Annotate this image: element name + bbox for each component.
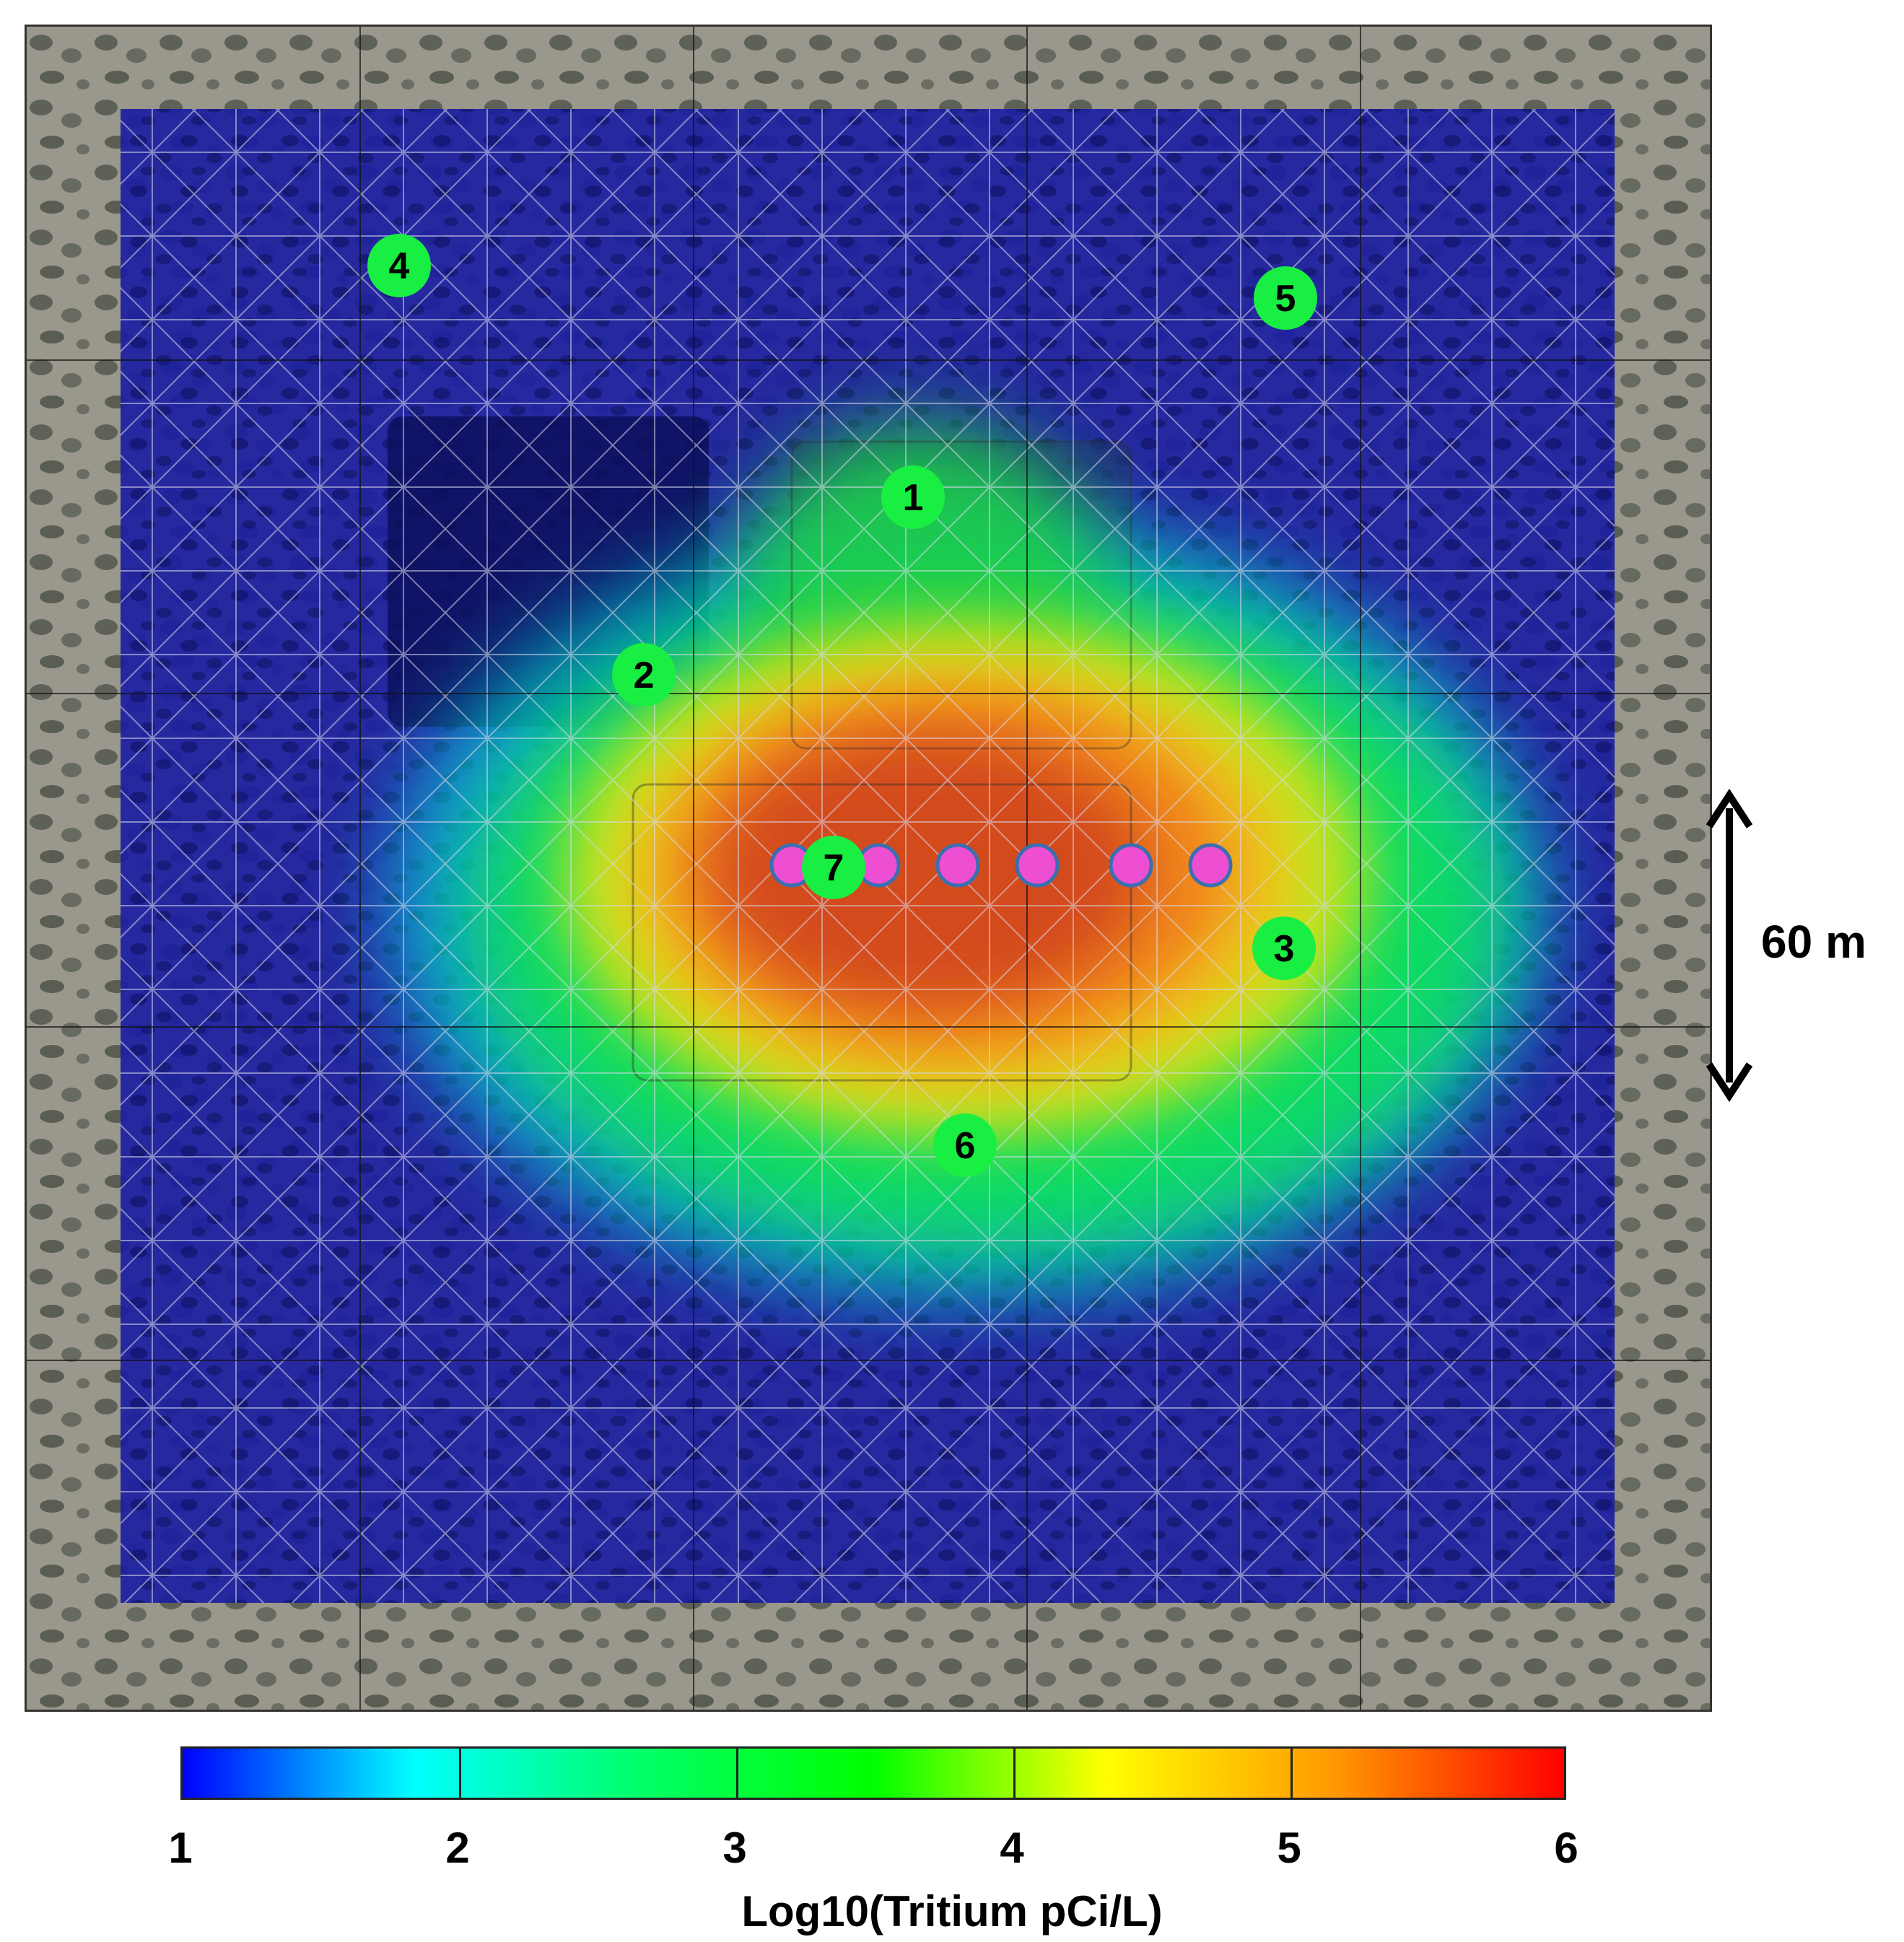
monitoring-point xyxy=(1188,843,1233,888)
sampling-site-6: 6 xyxy=(933,1114,997,1177)
sampling-site-3: 3 xyxy=(1252,917,1316,980)
colorbar-divider xyxy=(458,1749,461,1798)
grid-lines xyxy=(27,27,1710,1710)
colorbar-divider xyxy=(1290,1749,1293,1798)
site-marker-circle xyxy=(367,234,431,297)
sampling-site-markers: 1 2 3 4 5 6 7 xyxy=(367,234,1317,1177)
colorbar-tick-label: 2 xyxy=(445,1824,470,1872)
scale-bar-label: 60 m xyxy=(1761,916,1866,968)
monitoring-point xyxy=(1109,843,1153,888)
site-marker-label: 1 xyxy=(903,477,924,519)
colorbar-divider xyxy=(735,1749,738,1798)
site-marker-circle xyxy=(933,1114,997,1177)
double-headed-arrow-icon xyxy=(1706,788,1753,1103)
sampling-site-1: 1 xyxy=(881,465,945,529)
site-marker-circle xyxy=(612,643,676,707)
site-marker-label: 6 xyxy=(955,1125,976,1167)
colorbar-divider xyxy=(1013,1749,1016,1798)
site-marker-circle xyxy=(802,836,865,899)
colorbar-tick-label: 3 xyxy=(722,1824,747,1872)
sampling-site-4: 4 xyxy=(367,234,431,297)
site-marker-circle xyxy=(1254,266,1317,330)
colorbar-tick-label: 5 xyxy=(1277,1824,1301,1872)
monitoring-point xyxy=(935,843,980,888)
site-marker-circle xyxy=(881,465,945,529)
colorbar-title: Log10(Tritium pCi/L) xyxy=(741,1887,1163,1936)
site-marker-label: 4 xyxy=(389,245,410,287)
colorbar-tick-label: 1 xyxy=(168,1824,193,1872)
sampling-site-2: 2 xyxy=(612,643,676,707)
site-marker-label: 3 xyxy=(1274,928,1295,970)
site-marker-circle xyxy=(1252,917,1316,980)
monitoring-line-points xyxy=(769,843,1233,888)
sampling-site-7: 7 xyxy=(802,836,865,899)
monitoring-point xyxy=(1015,843,1060,888)
site-marker-label: 5 xyxy=(1275,278,1296,320)
colorbar-tick-label: 6 xyxy=(1554,1824,1578,1872)
colorbar xyxy=(180,1746,1566,1800)
site-marker-label: 2 xyxy=(634,655,655,696)
map-panel: 1 2 3 4 5 6 7 xyxy=(25,25,1712,1712)
plume-map: 1 2 3 4 5 6 7 xyxy=(27,27,1710,1710)
site-marker-label: 7 xyxy=(824,847,844,889)
colorbar-tick-label: 4 xyxy=(1000,1824,1024,1872)
sampling-site-5: 5 xyxy=(1254,266,1317,330)
